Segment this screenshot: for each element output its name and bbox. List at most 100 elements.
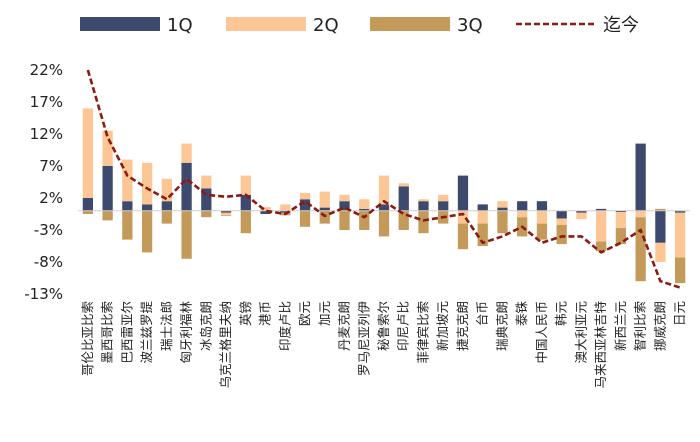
bar-1q-10	[280, 210, 291, 213]
bar-2q-4	[161, 178, 172, 202]
x-tick-label: 挪威克朗	[652, 301, 667, 351]
bar-2q-9	[260, 206, 271, 211]
x-tick-label: 韩元	[554, 301, 569, 326]
bar-2q-20	[477, 210, 488, 224]
x-tick-label: 台币	[475, 301, 490, 326]
bar-2q-5	[181, 143, 192, 163]
bar-1q-4	[161, 201, 172, 211]
bar-2q-28	[635, 210, 646, 218]
x-tick-label: 丹麦克朗	[337, 301, 352, 351]
x-tick-label: 澳大利亚元	[573, 301, 588, 364]
x-tick-label: 冰岛克朗	[198, 301, 213, 351]
x-tick-label: 捷克克朗	[455, 301, 470, 351]
x-tick-label: 中国人民币	[534, 301, 549, 364]
y-tick-label: -3%	[34, 221, 63, 239]
y-tick-label: 12%	[30, 125, 63, 143]
legend-swatch-2q	[226, 17, 306, 31]
bar-3q-29	[655, 208, 666, 211]
bar-2q-29	[655, 242, 666, 262]
bar-3q-11	[299, 210, 311, 227]
x-tick-label: 波兰兹罗提	[139, 301, 154, 364]
bar-1q-19	[457, 175, 469, 211]
bar-3q-14	[359, 210, 370, 230]
bar-2q-22	[517, 210, 528, 218]
x-tick-label: 欧元	[297, 301, 312, 326]
bar-2q-8	[240, 175, 251, 195]
bar-3q-17	[418, 210, 429, 234]
bar-1q-14	[359, 208, 370, 211]
bar-3q-19	[457, 223, 469, 250]
bar-2q-17	[418, 199, 429, 202]
bar-3q-5	[181, 210, 192, 259]
bar-1q-7	[220, 210, 232, 213]
bar-2q-6	[201, 175, 212, 189]
bar-2q-30	[675, 212, 686, 258]
x-tick-label: 马来西亚林吉特	[593, 301, 608, 389]
bar-3q-8	[240, 210, 251, 234]
bar-2q-24	[556, 218, 567, 225]
bar-2q-0	[82, 108, 94, 198]
bar-3q-26	[596, 241, 607, 252]
bar-3q-21	[497, 210, 508, 234]
x-tick-label: 泰铢	[514, 301, 529, 327]
x-tick-label: 加元	[317, 301, 332, 326]
legend: 1Q 2Q 3Q 迄今	[80, 15, 639, 36]
y-tick-label: 17%	[30, 93, 63, 111]
bar-3q-30	[675, 257, 686, 284]
bar-2q-13	[339, 194, 350, 202]
legend-label-1q: 1Q	[167, 15, 193, 36]
bar-1q-13	[339, 201, 350, 211]
bar-1q-1	[102, 166, 113, 211]
bar-1q-21	[497, 207, 508, 211]
bar-1q-28	[635, 143, 646, 211]
bar-2q-16	[398, 183, 409, 187]
x-tick-label: 瑞典克朗	[494, 301, 509, 351]
bar-3q-7	[220, 215, 232, 216]
bar-2q-23	[536, 210, 548, 224]
bar-2q-12	[319, 191, 330, 208]
bar-1q-17	[418, 201, 429, 211]
x-tick-label: 新西兰元	[613, 301, 628, 351]
x-tick-label: 新加坡元	[435, 301, 450, 351]
x-tick-label: 菲律宾比索	[415, 301, 430, 364]
x-tick-label: 秘鲁索尔	[376, 301, 391, 351]
bar-1q-29	[655, 210, 666, 243]
bar-3q-3	[141, 210, 153, 253]
bar-3q-15	[378, 210, 390, 237]
bar-3q-13	[339, 210, 350, 230]
bars	[82, 108, 686, 284]
y-tick-label: 2%	[39, 189, 63, 207]
bar-2q-7	[220, 212, 232, 216]
legend-swatch-3q	[370, 17, 450, 31]
bar-2q-2	[122, 159, 133, 202]
bar-2q-1	[102, 130, 113, 166]
bar-2q-21	[497, 201, 508, 208]
x-tick-label: 印度卢比	[277, 301, 292, 351]
bar-1q-30	[675, 210, 686, 213]
bar-1q-15	[378, 204, 390, 211]
x-tick-label: 巴西雷亚尔	[119, 301, 134, 364]
bar-1q-20	[477, 204, 488, 211]
bar-1q-24	[556, 210, 567, 219]
y-tick-label: 7%	[39, 157, 63, 175]
bar-3q-24	[556, 224, 567, 245]
bar-2q-19	[457, 210, 469, 224]
bar-1q-22	[517, 201, 528, 211]
bar-1q-6	[201, 188, 212, 211]
bar-2q-15	[378, 175, 390, 205]
y-tick-label: -13%	[24, 285, 63, 303]
bar-1q-23	[536, 201, 548, 211]
bar-3q-2	[122, 210, 133, 240]
bar-2q-11	[299, 192, 311, 200]
y-tick-label: -8%	[34, 253, 63, 271]
bar-3q-16	[398, 210, 409, 230]
x-tick-label: 乌克兰格里夫纳	[218, 301, 233, 389]
bar-3q-28	[635, 217, 646, 282]
bar-1q-2	[122, 201, 133, 211]
x-tick-label: 印尼卢比	[396, 301, 411, 351]
bar-1q-0	[82, 198, 94, 211]
bar-1q-5	[181, 162, 192, 211]
bar-1q-11	[299, 199, 311, 211]
bar-3q-6	[201, 210, 212, 218]
x-axis: 哥伦比亚比索 墨西哥比索 巴西雷亚尔 波兰兹罗提 瑞士法郎 匈牙利福林 冰岛克朗 乌克兰格里夫…	[80, 301, 687, 389]
